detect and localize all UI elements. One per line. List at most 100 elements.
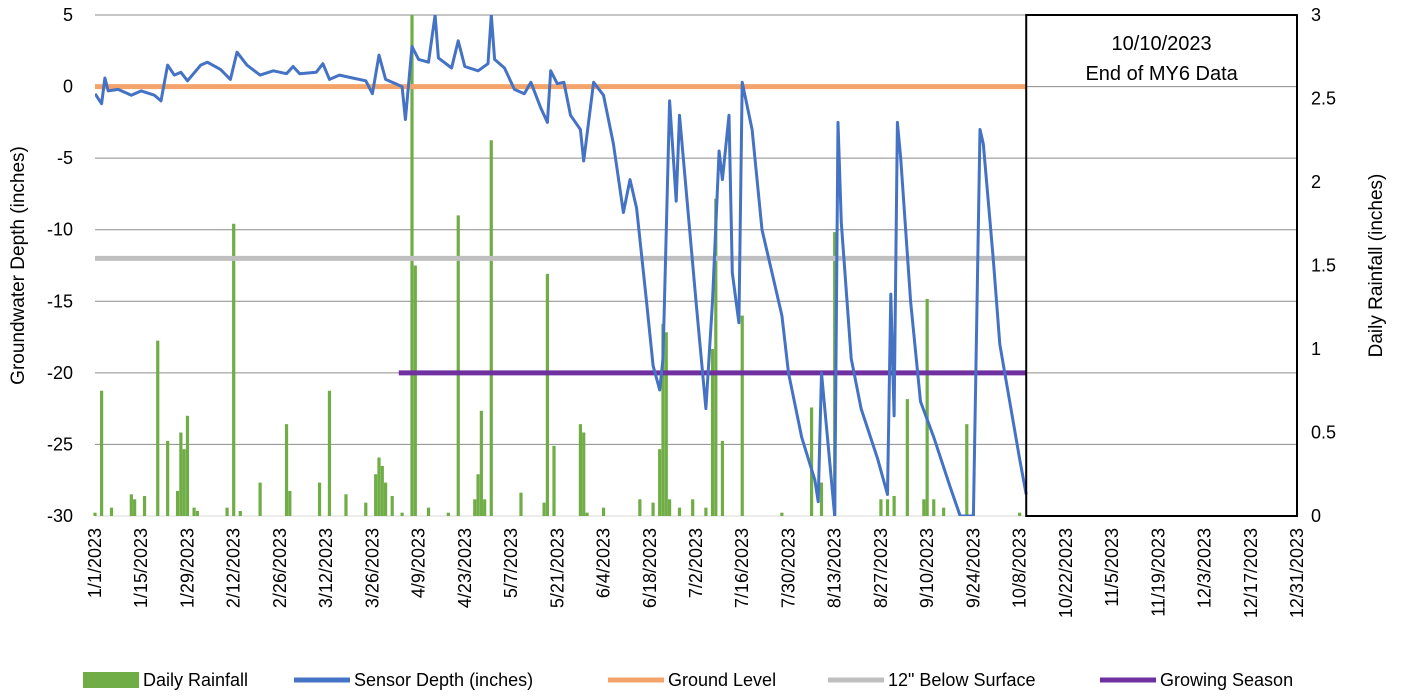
end-of-data-box <box>1025 14 1298 517</box>
rainfall-bar <box>374 474 378 516</box>
x-tick-label: 5/7/2023 <box>501 528 521 598</box>
rainfall-bar <box>327 390 332 516</box>
rainfall-bar <box>142 495 147 516</box>
x-tick-label: 3/12/2023 <box>316 528 336 608</box>
y-tick-label: -20 <box>47 363 73 383</box>
y-tick-label: -30 <box>47 506 73 526</box>
x-tick-label: 3/26/2023 <box>362 528 382 608</box>
rainfall-bar <box>677 507 682 516</box>
rainfall-bar <box>284 424 289 516</box>
y-tick-label: 5 <box>63 5 73 25</box>
x-tick-label: 9/24/2023 <box>963 528 983 608</box>
rainfall-bar <box>1018 512 1022 516</box>
rainfall-bar <box>192 507 196 516</box>
annotation-label: End of MY6 Data <box>1085 63 1238 85</box>
x-tick-label: 11/19/2023 <box>1148 528 1168 617</box>
x-tick-label: 10/8/2023 <box>1010 528 1030 608</box>
rainfall-bar <box>258 482 262 516</box>
rainfall-bar <box>714 198 718 516</box>
legend-item-rainfall: Daily Rainfall <box>83 670 248 690</box>
y-tick-label: -10 <box>47 220 73 240</box>
rainfall-bar <box>809 407 814 516</box>
reference-lines <box>95 84 1027 376</box>
y2-tick-label: 0 <box>1311 506 1321 526</box>
rainfall-bar <box>691 499 695 516</box>
sensor-depth-series <box>95 15 1028 516</box>
rainfall-bar <box>740 315 744 516</box>
annotation-date: 10/10/2023 <box>1112 33 1212 55</box>
gridlines <box>95 14 1297 517</box>
rainfall-bars <box>93 15 1022 516</box>
rainfall-bar <box>651 502 655 516</box>
rainfall-bar <box>932 499 936 516</box>
y-axis-title-left: Groundwater Depth (inches) <box>8 146 29 385</box>
rainfall-bar <box>133 499 137 516</box>
y-tick-label: -5 <box>57 148 73 168</box>
rainfall-bar <box>545 273 550 516</box>
rainfall-bar <box>519 492 523 516</box>
rainfall-bar <box>582 432 586 516</box>
rainfall-bar <box>542 502 546 516</box>
rainfall-bar <box>225 507 229 516</box>
rainfall-bar <box>473 499 477 516</box>
rainfall-bar <box>380 465 384 516</box>
rainfall-bar <box>413 265 417 516</box>
rainfall-bar <box>489 140 493 516</box>
x-tick-label: 12/3/2023 <box>1195 528 1215 608</box>
x-tick-label: 4/9/2023 <box>409 528 429 598</box>
rainfall-bar <box>410 15 414 516</box>
legend-item-ground: Ground Level <box>608 670 776 690</box>
legend-label: Daily Rainfall <box>143 670 248 690</box>
rainfall-bar <box>195 510 199 516</box>
rainfall-bar <box>704 507 708 516</box>
x-tick-label: 7/2/2023 <box>686 528 706 598</box>
rainfall-bar <box>578 424 583 516</box>
y-axis-title-right: Daily Rainfall (inches) <box>1366 174 1387 358</box>
sensor-depth-line <box>95 15 1028 516</box>
legend-item-below12: 12" Below Surface <box>828 670 1035 690</box>
x-tick-label: 2/26/2023 <box>270 528 290 608</box>
x-tick-label: 11/5/2023 <box>1102 528 1122 607</box>
rainfall-bar <box>390 495 394 516</box>
x-tick-label: 9/10/2023 <box>917 528 937 608</box>
rainfall-bar <box>664 332 668 516</box>
y2-tick-label: 1.5 <box>1311 256 1336 276</box>
rainfall-bar <box>288 490 292 516</box>
y2-tick-label: 3 <box>1311 5 1321 25</box>
rainfall-bar <box>819 482 824 516</box>
rainfall-bar <box>780 512 784 516</box>
rainfall-bar <box>552 445 556 516</box>
x-tick-label: 2/12/2023 <box>224 528 244 608</box>
x-tick-label: 7/16/2023 <box>732 528 752 608</box>
rainfall-bar <box>879 499 883 516</box>
legend-label: Ground Level <box>668 670 776 690</box>
rainfall-bar <box>638 499 642 516</box>
x-tick-label: 8/27/2023 <box>871 528 891 608</box>
rainfall-bar <box>238 510 242 516</box>
rainfall-bar <box>942 507 946 516</box>
rainfall-bar <box>601 507 606 516</box>
y2-tick-label: 1 <box>1311 339 1321 359</box>
y-tick-label: 0 <box>63 77 73 97</box>
rainfall-bar <box>166 440 170 516</box>
rainfall-bar <box>720 440 725 516</box>
rainfall-bar <box>232 223 236 516</box>
x-tick-label: 12/17/2023 <box>1241 528 1261 618</box>
y-tick-label: -15 <box>47 291 73 311</box>
rainfall-bar <box>585 512 589 516</box>
rainfall-bar <box>885 499 890 516</box>
x-tick-label: 7/30/2023 <box>778 528 798 608</box>
rainfall-bar <box>100 390 104 516</box>
rainfall-bar <box>892 495 896 516</box>
y2-tick-label: 2 <box>1311 172 1321 192</box>
legend-item-sensor: Sensor Depth (inches) <box>294 670 533 690</box>
rainfall-bar <box>658 449 662 516</box>
rainfall-bar <box>710 349 715 516</box>
rainfall-bar <box>317 482 322 516</box>
rainfall-bar <box>456 215 460 516</box>
x-tick-label: 10/22/2023 <box>1056 528 1076 618</box>
x-tick-label: 8/13/2023 <box>825 528 845 608</box>
rainfall-bar <box>109 507 114 516</box>
rainfall-bar <box>344 494 348 516</box>
